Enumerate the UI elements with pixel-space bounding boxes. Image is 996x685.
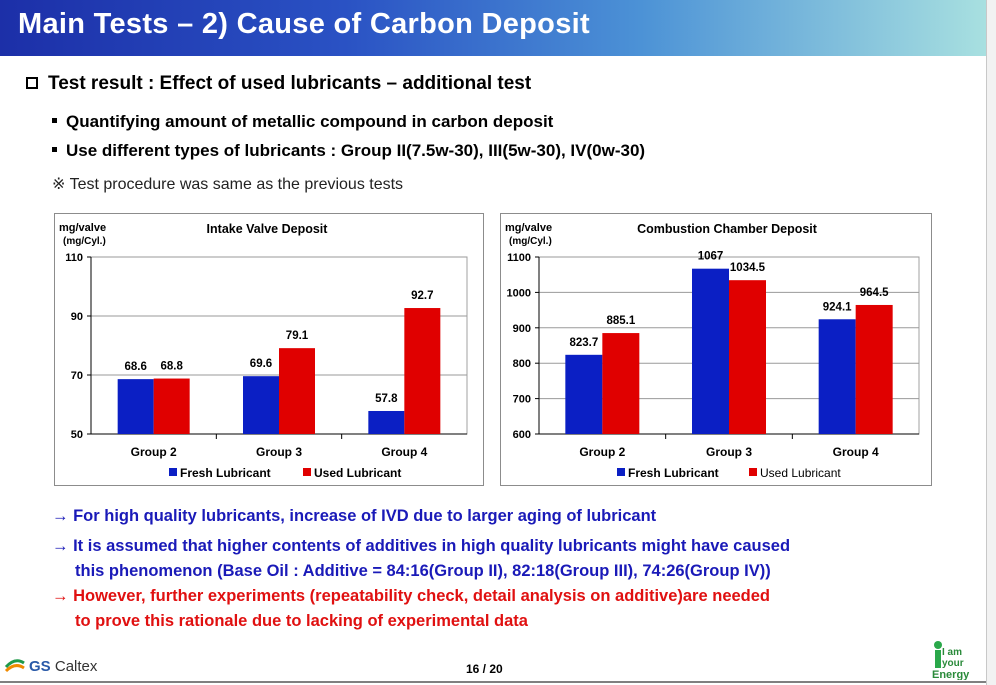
- y-axis-label: mg/valve: [59, 222, 106, 234]
- x-tick-label: Group 2: [131, 445, 177, 459]
- bar-fresh-4: [368, 410, 405, 434]
- legend-swatch-used: [749, 468, 757, 476]
- legend-label-fresh: Fresh Lubricant: [628, 466, 719, 480]
- legend-swatch-fresh: [617, 468, 625, 476]
- conclusion-3: → However, further experiments (repeatab…: [52, 587, 771, 605]
- window-right-edge: [986, 0, 996, 685]
- y-axis-label: mg/valve: [505, 222, 552, 234]
- footer-divider: [0, 681, 986, 683]
- data-label: 1034.5: [730, 262, 766, 274]
- chart-title: Combustion Chamber Deposit: [637, 222, 818, 236]
- y-axis-unit: (mg/Cyl.): [509, 236, 552, 247]
- bar-used-2: [602, 333, 640, 434]
- legend-label-used: Used Lubricant: [314, 466, 401, 480]
- legend-label-fresh: Fresh Lubricant: [180, 466, 271, 480]
- y-tick-label: 800: [513, 358, 531, 370]
- bar-used-3: [729, 280, 766, 434]
- bullet-item: Quantifying amount of metallic compound …: [52, 112, 553, 132]
- data-label: 68.8: [160, 361, 183, 373]
- bullet-text: Use different types of lubricants : Grou…: [66, 141, 646, 160]
- bullet-text: Quantifying amount of metallic compound …: [66, 112, 554, 131]
- data-label: 885.1: [606, 315, 635, 327]
- y-tick-label: 90: [71, 311, 83, 323]
- data-label: 1067: [698, 251, 724, 263]
- x-tick-label: Group 3: [256, 445, 302, 459]
- x-tick-label: Group 4: [381, 445, 427, 459]
- conclusion-2: → It is assumed that higher contents of …: [52, 537, 791, 555]
- bar-used-3: [279, 348, 315, 434]
- bullet-item: Use different types of lubricants : Grou…: [52, 141, 645, 161]
- procedure-note: ※ Test procedure was same as the previou…: [52, 176, 404, 193]
- combustion-chamber-chart-svg: 600 700 800 900 1000 1100 mg/valve (mg/Cyl.) Com…: [505, 222, 920, 480]
- data-label: 79.1: [286, 330, 309, 342]
- data-label: 924.1: [823, 301, 852, 313]
- square-bullet-icon: [52, 118, 57, 123]
- y-tick-label: 700: [513, 394, 531, 406]
- y-tick-label: 1000: [507, 287, 531, 299]
- chart-title: Intake Valve Deposit: [207, 222, 329, 236]
- conclusion-3-cont: to prove this rationale due to lacking o…: [75, 612, 528, 630]
- bar-used-4: [404, 308, 441, 434]
- legend-label-used: Used Lubricant: [760, 466, 841, 480]
- intake-valve-chart-svg: 50 70 90 110 mg/valve (mg/Cyl.) Intake Valve D…: [59, 222, 468, 480]
- page-number: 16 / 20: [466, 662, 503, 676]
- company-logo: GS Caltex: [4, 656, 97, 675]
- data-label: 823.7: [569, 337, 598, 349]
- checkbox-bullet-icon: [26, 77, 38, 89]
- y-tick-label: 1100: [507, 252, 531, 264]
- y-axis-unit: (mg/Cyl.): [63, 236, 106, 247]
- y-tick-label: 600: [513, 429, 531, 441]
- y-tick-label: 110: [65, 252, 83, 264]
- x-tick-label: Group 3: [706, 445, 752, 459]
- i-am-your-energy-logo-icon: I am your Energy: [932, 641, 970, 680]
- slide-title: Main Tests – 2) Cause of Carbon Deposit: [18, 8, 590, 40]
- y-tick-label: 70: [71, 370, 83, 382]
- conclusion-2-cont: this phenomenon (Base Oil : Additive = 8…: [75, 562, 771, 580]
- data-label: 92.7: [411, 290, 433, 302]
- y-tick-label: 50: [71, 429, 83, 441]
- bar-used-2: [153, 378, 190, 434]
- bar-fresh-2: [565, 354, 603, 434]
- title-bar: Main Tests – 2) Cause of Carbon Deposit: [0, 0, 986, 56]
- x-tick-label: Group 4: [833, 445, 879, 459]
- bar-fresh-2: [117, 379, 154, 434]
- combustion-chamber-chart: 600 700 800 900 1000 1100 mg/valve (mg/Cyl.) Com…: [500, 213, 932, 486]
- legend-swatch-fresh: [169, 468, 177, 476]
- data-label: 57.8: [375, 393, 398, 405]
- intake-valve-chart: 50 70 90 110 mg/valve (mg/Cyl.) Intake Valve D…: [54, 213, 484, 486]
- bar-fresh-4: [818, 319, 856, 434]
- section-heading: Test result : Effect of used lubricants …: [26, 73, 531, 95]
- gs-caltex-logo-icon: [4, 659, 25, 673]
- slogan-line-2: your: [942, 658, 964, 669]
- bar-fresh-3: [243, 376, 279, 434]
- legend-swatch-used: [303, 468, 311, 476]
- bar-fresh-3: [692, 268, 729, 434]
- bar-used-4: [855, 304, 893, 434]
- square-bullet-icon: [52, 147, 57, 152]
- y-tick-label: 900: [513, 323, 531, 335]
- slogan-line-3: Energy: [932, 669, 970, 680]
- company-name-gs: GS: [29, 658, 51, 675]
- heading-text: Test result : Effect of used lubricants …: [48, 73, 532, 94]
- slogan-line-1: I am: [942, 647, 962, 658]
- x-tick-label: Group 2: [579, 445, 625, 459]
- company-name-rest: Caltex: [50, 658, 98, 675]
- data-label: 964.5: [860, 287, 889, 299]
- conclusion-1: → For high quality lubricants, increase …: [52, 507, 657, 525]
- data-label: 68.6: [124, 361, 146, 373]
- data-label: 69.6: [250, 358, 272, 370]
